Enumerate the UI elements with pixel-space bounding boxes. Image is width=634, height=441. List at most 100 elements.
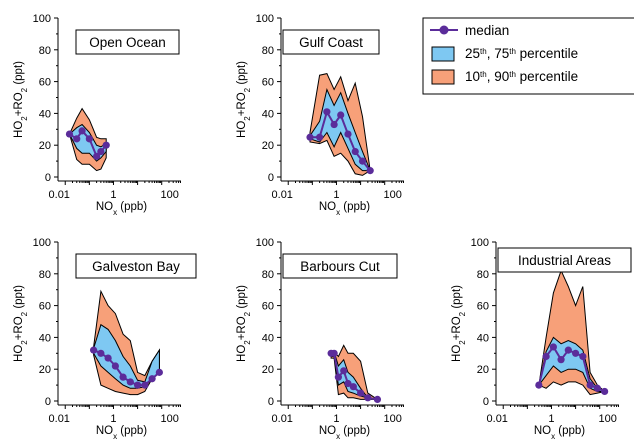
median-point xyxy=(557,356,565,364)
x-tick-label: 0.01 xyxy=(49,189,70,201)
label-part: HO xyxy=(236,121,248,138)
label-part: (ppb) xyxy=(117,201,147,213)
x-tick-label: 100 xyxy=(384,189,402,201)
x-tick-label: 1 xyxy=(110,189,116,201)
label-part: 2 xyxy=(458,311,467,316)
median-point xyxy=(97,147,105,156)
panel-title: Barbours Cut xyxy=(300,259,380,274)
x-tick-label: 100 xyxy=(161,189,179,201)
y-tick-label: 80 xyxy=(39,269,51,281)
y-tick-label: 40 xyxy=(39,108,51,120)
median-point xyxy=(330,120,338,129)
panel-title: Open Ocean xyxy=(89,35,166,50)
label-part: 2 xyxy=(243,87,252,92)
label-part: (ppt) xyxy=(451,285,463,312)
x-tick-label: 0.01 xyxy=(272,189,293,201)
median-point xyxy=(542,352,550,361)
x-tick-label: 1 xyxy=(548,413,554,425)
panel-title-box xyxy=(75,29,180,55)
median-point xyxy=(316,133,324,141)
median-point xyxy=(344,379,352,388)
label-part: x xyxy=(113,208,117,217)
label-part: +RO xyxy=(13,92,25,116)
median-point xyxy=(93,152,101,160)
panel-title-box xyxy=(282,253,398,279)
median-point xyxy=(549,343,557,351)
label-part: 10 xyxy=(465,69,480,84)
y-tick-label: 80 xyxy=(477,269,489,281)
median-point xyxy=(85,135,93,143)
y-axis-label: HO2+RO2 (ppt) xyxy=(451,285,467,362)
label-part: th xyxy=(509,47,516,56)
legend-iqr-label: 25th, 75th percentile xyxy=(465,46,578,61)
median-point xyxy=(366,167,374,175)
label-part: 2 xyxy=(20,311,29,316)
label-part: th xyxy=(480,70,487,79)
x-axis-label: NOx (ppb) xyxy=(534,425,585,441)
label-part: (ppt) xyxy=(13,61,25,88)
median-point xyxy=(586,381,594,389)
y-axis-label: HO2+RO2 (ppt) xyxy=(236,61,252,138)
median-point xyxy=(373,395,382,404)
label-part: 2 xyxy=(243,311,252,316)
y-tick-label: 40 xyxy=(39,332,51,344)
y-tick-label: 60 xyxy=(477,301,489,313)
label-part: NO xyxy=(319,425,336,437)
median-point xyxy=(119,373,127,381)
label-part: NO xyxy=(534,425,551,437)
label-part: NO xyxy=(319,201,336,213)
y-tick-label: 40 xyxy=(262,332,274,344)
label-part: (ppb) xyxy=(117,425,147,437)
label-part: +RO xyxy=(451,316,463,340)
median-point xyxy=(356,389,365,397)
median-point xyxy=(349,383,357,391)
y-tick-label: 20 xyxy=(39,140,51,152)
legend-median-label: median xyxy=(465,23,509,38)
y-tick-label: 20 xyxy=(39,364,51,376)
y-tick-label: 60 xyxy=(39,77,51,89)
y-tick-label: 100 xyxy=(33,13,51,25)
legend-p1090-swatch xyxy=(431,69,455,85)
label-part: +RO xyxy=(13,316,25,340)
label-part: HO xyxy=(13,121,25,138)
x-tick-label: 100 xyxy=(384,413,402,425)
median-point xyxy=(340,367,348,375)
median-point xyxy=(337,111,345,119)
y-tick-label: 100 xyxy=(33,237,51,249)
median-point xyxy=(358,157,367,165)
median-point xyxy=(73,135,81,143)
y-tick-label: 80 xyxy=(262,45,274,57)
panel-title: Gulf Coast xyxy=(299,35,363,50)
x-tick-label: 1 xyxy=(333,189,339,201)
x-tick-label: 100 xyxy=(161,413,179,425)
label-part: x xyxy=(336,432,340,441)
x-tick-label: 0.01 xyxy=(272,413,293,425)
label-part: x xyxy=(113,432,117,441)
y-tick-label: 0 xyxy=(45,396,51,408)
median-point xyxy=(97,349,105,357)
panel-title-box xyxy=(497,247,632,273)
x-axis-label: NOx (ppb) xyxy=(96,425,147,441)
label-part: +RO xyxy=(236,92,248,116)
label-part: 2 xyxy=(243,116,252,121)
y-tick-label: 20 xyxy=(262,364,274,376)
label-part: 25 xyxy=(465,46,480,61)
x-tick-label: 0.01 xyxy=(487,413,508,425)
median-point xyxy=(579,352,587,361)
y-tick-label: 60 xyxy=(262,301,274,313)
x-tick-label: 100 xyxy=(599,413,617,425)
y-tick-label: 80 xyxy=(39,45,51,57)
y-tick-label: 0 xyxy=(483,396,489,408)
y-tick-label: 60 xyxy=(262,77,274,89)
y-axis-label: HO2+RO2 (ppt) xyxy=(13,285,29,362)
label-part: 2 xyxy=(243,340,252,345)
median-point xyxy=(330,349,338,357)
label-part: HO xyxy=(236,345,248,362)
y-tick-label: 0 xyxy=(268,396,274,408)
median-point xyxy=(102,141,110,149)
